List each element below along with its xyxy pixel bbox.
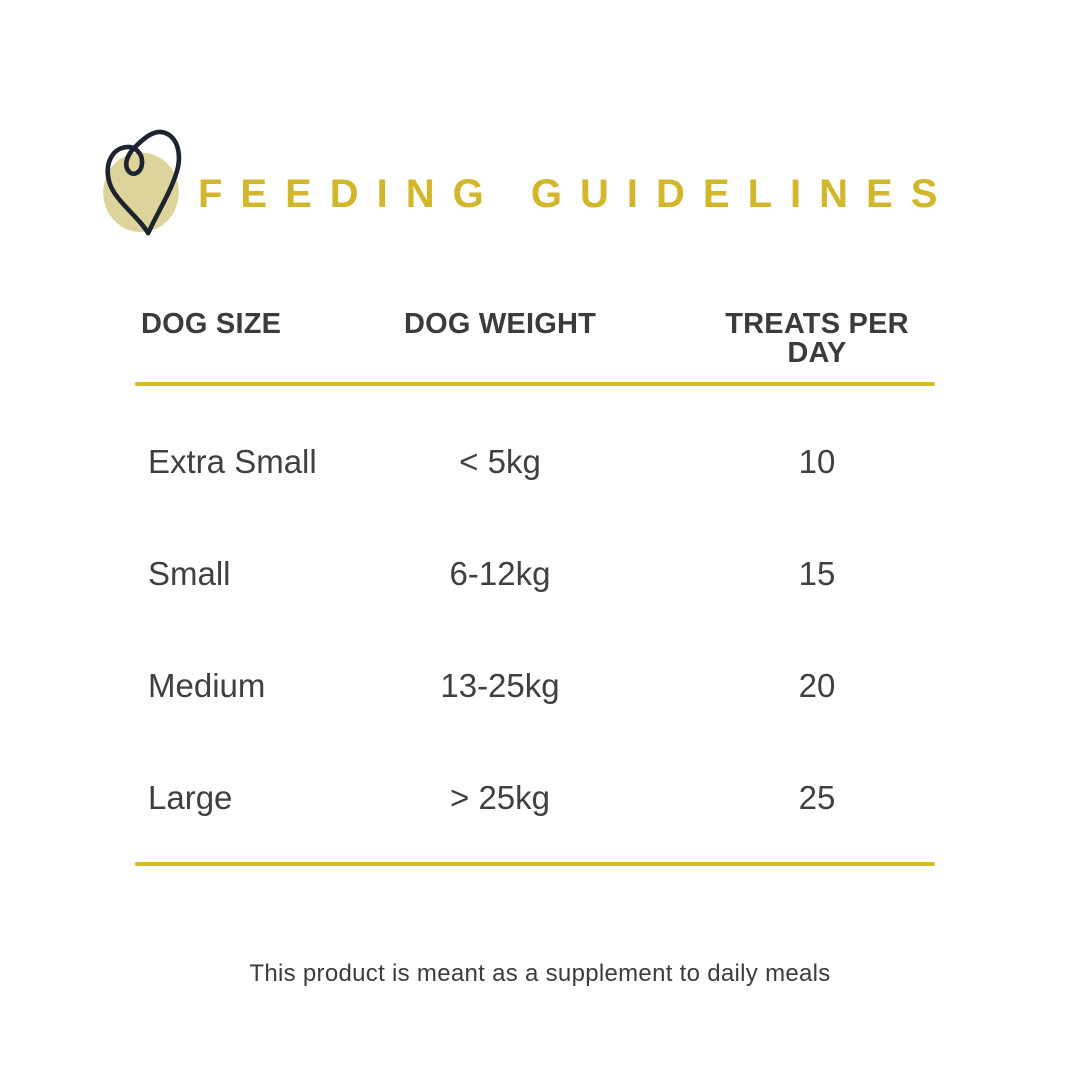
heart-outline — [105, 129, 182, 236]
dog-size-cell: Large — [148, 779, 233, 816]
dog-weight-cell: < 5kg — [459, 443, 541, 480]
heart-doodle-icon — [103, 129, 182, 236]
treats-cell: 25 — [798, 779, 836, 816]
table-row: Small 6-12kg 15 — [135, 518, 935, 630]
treats-cell: 10 — [798, 443, 836, 480]
footer-note: This product is meant as a supplement to… — [249, 960, 831, 987]
page-title: FEEDING GUIDELINES — [198, 172, 956, 216]
dog-size-cell: Medium — [148, 667, 266, 704]
col-header-treats-per-day: TREATS PER DAY — [725, 308, 909, 369]
table-row: Extra Small < 5kg 10 — [135, 406, 935, 518]
header-rule — [135, 382, 935, 386]
bottom-rule — [135, 862, 935, 866]
feeding-table: DOG SIZE DOG WEIGHT TREATS PER DAY Extra… — [135, 300, 935, 866]
table-body: Extra Small < 5kg 10 Small 6-12kg 15 Med… — [135, 386, 935, 854]
dog-weight-cell: 13-25kg — [440, 667, 560, 704]
dog-size-cell: Extra Small — [148, 443, 317, 480]
dog-weight-cell: 6-12kg — [449, 555, 551, 592]
dog-weight-cell: > 25kg — [450, 779, 550, 816]
dog-size-cell: Small — [148, 555, 231, 592]
table-row: Large > 25kg 25 — [135, 742, 935, 854]
treats-cell: 15 — [798, 555, 836, 592]
table-row: Medium 13-25kg 20 — [135, 630, 935, 742]
col-header-dog-size: DOG SIZE — [141, 308, 282, 340]
col-header-dog-weight: DOG WEIGHT — [403, 308, 597, 340]
table-header-row: DOG SIZE DOG WEIGHT TREATS PER DAY — [135, 300, 935, 368]
treats-cell: 20 — [798, 667, 836, 704]
